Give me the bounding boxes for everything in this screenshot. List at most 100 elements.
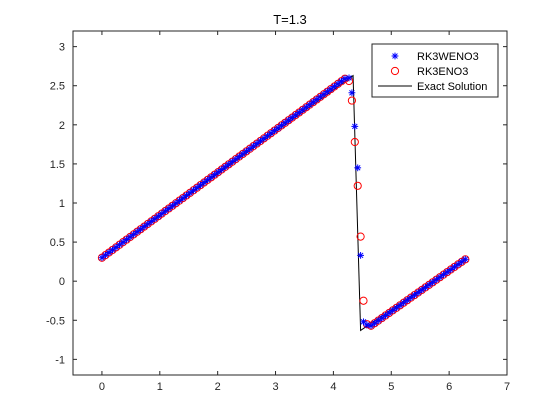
x-tick-label: 7 [504,381,510,393]
rk3weno3-point [371,319,379,327]
rk3weno3-point [232,155,240,163]
rk3weno3-point [440,271,447,279]
axis-ticks: 0 1 2 3 4 5 6 7 -1 -0.5 0 0.5 1 1.5 2 2.5 3 [46,31,510,393]
rk3weno3-point [235,153,243,160]
legend-swatch-rk3eno3 [390,66,400,76]
rk3weno3-point [295,109,303,116]
rk3weno3-point [418,286,426,294]
rk3weno3-point [158,210,166,218]
rk3weno3-point [140,223,148,230]
rk3weno3-point [278,121,285,129]
legend-entries: RK3WENO3 RK3ENO3 Exact Solution [378,51,487,93]
plot-marks [97,74,470,332]
rk3weno3-point [102,251,109,259]
rk3weno3-point [454,261,462,268]
rk3weno3-point [183,192,190,199]
rk3weno3-point [154,212,162,220]
rk3weno3-point [331,83,338,90]
rk3weno3-point [302,103,310,111]
rk3weno3-point [316,93,324,101]
rk3weno3-point [334,80,342,88]
rk3weno3-point [257,137,264,145]
rk3weno3-point [193,184,201,192]
rk3weno3-point [425,281,433,289]
rk3weno3-point [260,134,268,142]
y-tick-label: -1 [55,354,65,366]
y-tick-label: 2 [59,120,65,132]
y-tick-label: 3 [59,42,65,54]
rk3weno3-point [357,251,364,259]
rk3weno3-point [374,317,382,325]
rk3eno3-point [359,296,368,305]
rk3weno3-point [354,164,362,172]
rk3weno3-point [461,255,469,263]
rk3weno3-point [393,304,400,312]
rk3weno3-point [109,246,116,254]
rk3weno3-point [123,236,130,243]
rk3weno3-point [378,314,386,322]
rk3weno3-point [249,142,257,150]
rk3weno3-point [389,307,397,314]
x-tick-label: 3 [272,381,278,393]
rk3weno3-point [411,291,418,299]
rk3eno3-point [347,96,357,105]
x-tick-label: 5 [388,381,394,393]
rk3weno3-point [225,160,233,168]
rk3weno3-point [112,243,120,251]
rk3eno3-point [353,181,362,190]
rk3weno3-point [264,132,271,140]
rk3weno3-point [306,101,314,109]
rk3weno3-point [382,312,389,319]
rk3weno3-point [207,173,215,181]
x-tick-label: 1 [157,381,163,393]
y-tick-label: 0 [59,276,65,288]
rk3weno3-point [211,171,219,179]
legend-label-rk3weno3: RK3WENO3 [417,51,479,63]
rk3weno3-point [320,90,328,98]
rk3eno3-point [356,232,365,241]
rk3weno3-point [190,186,197,194]
rk3weno3-point [242,147,250,155]
y-tick-label: 1.5 [50,159,65,171]
rk3weno3-point [200,179,208,186]
rk3weno3-point [133,228,141,236]
rk3weno3-point [451,263,458,271]
rk3weno3-point [147,218,155,225]
rk3weno3-point [119,238,127,246]
rk3weno3-point [313,96,321,103]
rk3weno3-point [400,299,408,307]
rk3weno3-point [351,122,359,130]
rk3weno3-point [432,276,440,284]
rk3weno3-point [338,77,345,85]
rk3weno3-point [165,205,173,212]
rk3weno3-point [327,85,335,93]
rk3weno3-point [288,114,296,122]
y-tick-label: -0.5 [46,315,65,327]
rk3weno3-point [239,150,247,158]
rk3weno3-point [341,75,349,83]
rk3weno3-point [176,197,183,205]
rk3weno3-point [267,129,275,137]
rk3eno3-point [350,137,359,147]
x-tick-label: 2 [215,381,221,393]
chart-title: T=1.3 [273,12,307,27]
rk3weno3-point [299,106,307,114]
rk3weno3-point [385,309,393,317]
rk3weno3-point [204,176,212,184]
rk3weno3-point [116,241,123,249]
rk3weno3-point [172,199,180,207]
legend-swatch-rk3weno3 [391,52,399,60]
rk3weno3-point [281,119,289,127]
rk3weno3-point [214,168,222,176]
rk3weno3-point [292,111,300,119]
rk3weno3-point [323,88,331,96]
rk3weno3-point [228,158,236,166]
rk3weno3-point [363,321,371,329]
rk3weno3-point [447,266,455,273]
rk3weno3-point [422,284,429,291]
rk3weno3-point [348,89,356,97]
rk3weno3-point [396,301,404,309]
rk3weno3-point [360,318,367,326]
rk3weno3-point [98,254,106,262]
